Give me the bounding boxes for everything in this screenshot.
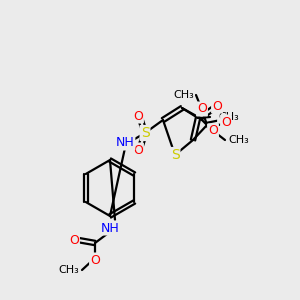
- Text: S: S: [171, 148, 179, 162]
- Text: NH: NH: [116, 136, 134, 149]
- Text: O: O: [90, 254, 100, 266]
- Text: CH₃: CH₃: [173, 90, 194, 100]
- Text: O: O: [133, 110, 143, 122]
- Text: CH₃: CH₃: [228, 135, 249, 145]
- Text: O: O: [208, 124, 218, 137]
- Text: O: O: [69, 233, 79, 247]
- Text: O: O: [133, 143, 143, 157]
- Text: CH₃: CH₃: [218, 112, 239, 122]
- Text: O: O: [197, 103, 207, 116]
- Text: O: O: [221, 116, 231, 128]
- Text: NH: NH: [100, 221, 119, 235]
- Text: O: O: [212, 100, 222, 112]
- Text: CH₃: CH₃: [58, 265, 79, 275]
- Text: S: S: [141, 126, 149, 140]
